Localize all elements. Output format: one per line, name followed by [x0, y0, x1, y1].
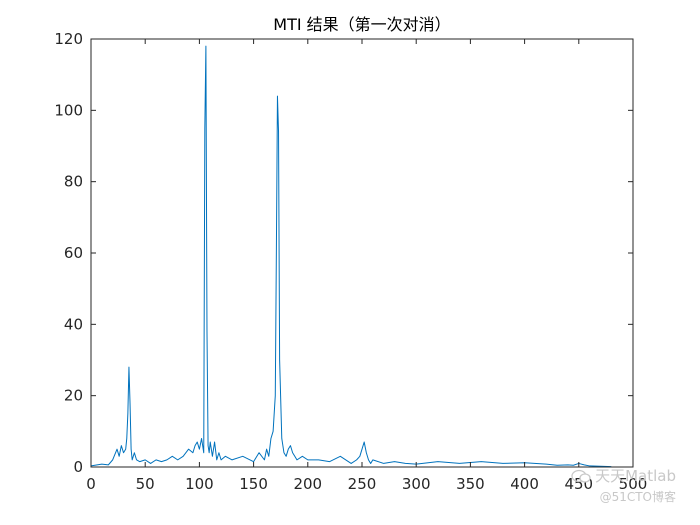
chat-bubble-icon: [571, 469, 591, 483]
watermark: 天天Matlab @51CTO博客: [571, 465, 676, 505]
x-tick-label: 0: [86, 475, 96, 493]
x-axis-ticks: 0 50 100 150 200 250 300 350 400 450 500: [86, 39, 647, 493]
plot-area: [91, 39, 633, 467]
x-tick-label: 50: [136, 475, 155, 493]
y-tick-label: 120: [54, 30, 83, 48]
x-tick-label: 150: [239, 475, 268, 493]
watermark-source: @51CTO博客: [599, 490, 676, 504]
x-tick-label: 400: [510, 475, 539, 493]
x-tick-label: 350: [456, 475, 485, 493]
chart-title: MTI 结果（第一次对消）: [273, 15, 450, 34]
y-tick-label: 80: [64, 173, 83, 191]
x-tick-label: 300: [402, 475, 431, 493]
x-tick-label: 200: [293, 475, 322, 493]
y-tick-label: 40: [64, 315, 83, 333]
y-tick-label: 60: [64, 244, 83, 262]
x-tick-label: 100: [185, 475, 214, 493]
series-line-0: [90, 45, 612, 468]
x-tick-label: 250: [348, 475, 377, 493]
y-tick-label: 100: [54, 101, 83, 119]
y-tick-label: 20: [64, 387, 83, 405]
watermark-title: 天天Matlab: [595, 467, 676, 485]
y-tick-label: 0: [73, 458, 83, 476]
series-layer: [90, 45, 612, 468]
x-tick-label: 500: [619, 475, 648, 493]
y-axis-ticks: 0 20 40 60 80 100 120: [54, 30, 633, 476]
